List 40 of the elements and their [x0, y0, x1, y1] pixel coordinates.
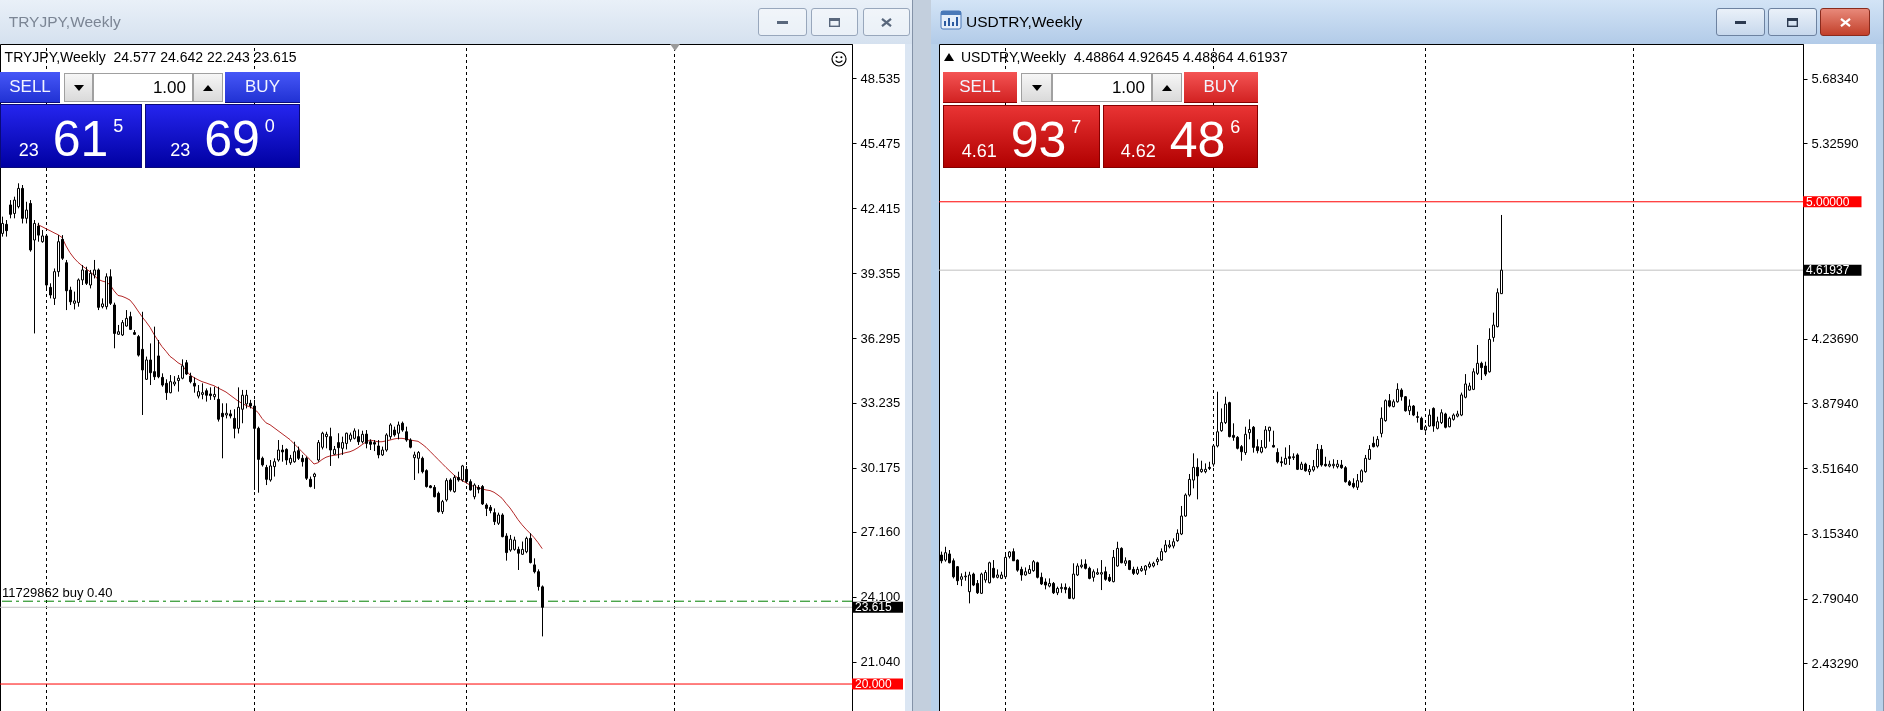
- buy-price-box: 4.62 48$^{6}$: [1103, 104, 1258, 168]
- sell-button: SELL: [0, 72, 60, 103]
- buy-button: BUY: [225, 72, 300, 103]
- sell-price-box: 23 61$^{5}$: [0, 104, 142, 168]
- y-tick-label: 4.23690: [1811, 331, 1859, 347]
- y-tick-label: 48.535: [860, 70, 901, 86]
- sell-price-box: 4.61 93$^{7}$: [943, 104, 1100, 168]
- ref-line-label: 11729862 buy 0.40: [2, 585, 113, 601]
- buy-price-box: 23 69$^{0}$: [145, 104, 300, 168]
- lot-size-field: 1.00: [1052, 73, 1152, 102]
- y-tick-label: 42.415: [860, 200, 901, 216]
- buy-button: BUY: [1184, 72, 1258, 103]
- chart-subtitle: USDTRY,Weekly 4.48864 4.92645 4.48864 4.61937: [961, 49, 1288, 65]
- y-tick-label: 30.175: [860, 460, 901, 476]
- ref-line-label: 5.00000: [1806, 194, 1850, 209]
- y-tick-label: 39.355: [860, 265, 901, 281]
- ref-line-label: 4.61937: [1806, 263, 1850, 278]
- y-tick-label: 2.43290: [1811, 655, 1859, 671]
- chart-subtitle: TRYJPY,Weekly 24.577 24.642 22.243 23.615: [4, 49, 297, 65]
- y-tick-label: 3.51640: [1811, 460, 1859, 476]
- annotation: 23 61$^{5}$: [18, 111, 124, 167]
- annotation: 4.62 48$^{6}$: [1120, 111, 1241, 168]
- y-tick-label: 27.160: [860, 524, 901, 540]
- y-tick-label: 2.79040: [1811, 591, 1859, 607]
- annotation: 4.61 93$^{7}$: [961, 111, 1082, 168]
- y-tick-label: 21.040: [860, 654, 901, 670]
- y-tick-label: 45.475: [860, 135, 901, 151]
- y-tick-label: 3.87940: [1811, 395, 1859, 411]
- chart-title: TRYJPY,Weekly: [8, 13, 121, 31]
- y-tick-label: 5.32590: [1811, 135, 1859, 151]
- sell-button: SELL: [943, 72, 1017, 103]
- ref-line-label: 23.615: [855, 600, 893, 615]
- y-tick-label: 36.295: [860, 330, 901, 346]
- annotation: 23 69$^{0}$: [170, 111, 275, 167]
- y-tick-label: 3.15340: [1811, 526, 1859, 542]
- ref-line-label: 20.000: [855, 677, 893, 692]
- chart-title: USDTRY,Weekly: [966, 13, 1083, 31]
- lot-size-field: 1.00: [93, 73, 193, 102]
- y-tick-label: 33.235: [860, 395, 901, 411]
- y-tick-label: 5.68340: [1811, 71, 1859, 87]
